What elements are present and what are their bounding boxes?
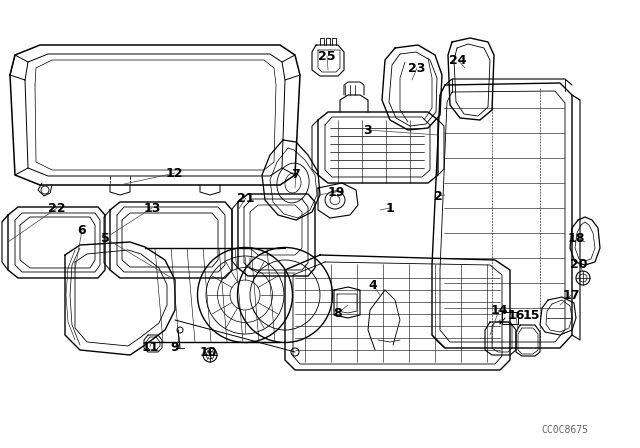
Text: 25: 25: [318, 49, 336, 63]
Text: 11: 11: [141, 340, 159, 353]
Text: 12: 12: [165, 167, 183, 180]
Text: 18: 18: [567, 232, 585, 245]
Text: 7: 7: [292, 168, 300, 181]
Text: 3: 3: [364, 124, 372, 137]
Text: 8: 8: [333, 306, 342, 319]
Bar: [502, 312, 518, 324]
Text: 17: 17: [563, 289, 580, 302]
Text: 10: 10: [199, 345, 217, 358]
Text: 13: 13: [143, 202, 161, 215]
Text: 9: 9: [171, 340, 179, 353]
Text: CC0C8675: CC0C8675: [541, 425, 589, 435]
Text: 19: 19: [327, 185, 345, 198]
Text: 22: 22: [48, 202, 66, 215]
Text: 15: 15: [522, 309, 540, 322]
Text: 16: 16: [508, 309, 525, 322]
Text: 2: 2: [434, 190, 442, 202]
Text: 21: 21: [237, 191, 255, 204]
Text: 5: 5: [100, 232, 109, 245]
Text: 4: 4: [369, 279, 378, 292]
Text: 24: 24: [449, 53, 467, 66]
Text: 6: 6: [77, 224, 86, 237]
Text: 20: 20: [570, 258, 588, 271]
Text: 1: 1: [386, 202, 394, 215]
Text: 23: 23: [408, 61, 426, 74]
Text: 14: 14: [490, 303, 508, 316]
